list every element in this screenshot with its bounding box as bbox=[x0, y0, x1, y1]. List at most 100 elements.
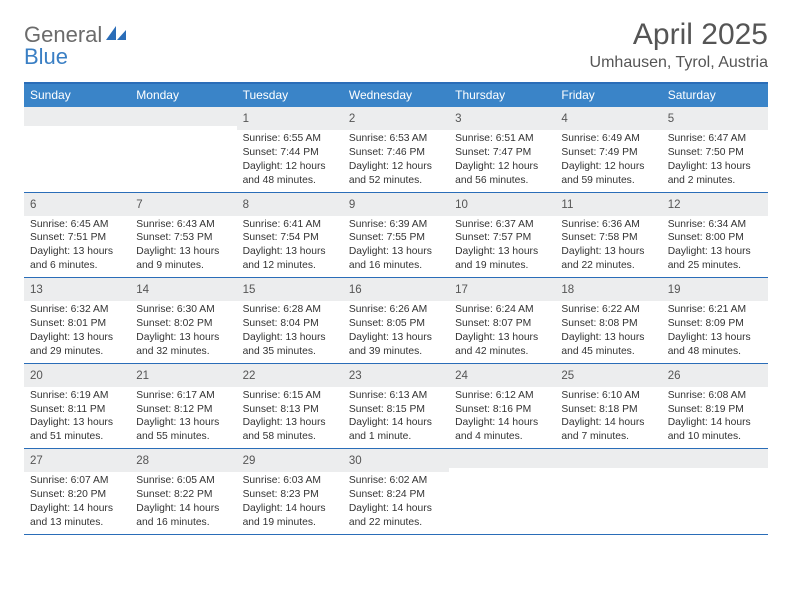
day-number: 13 bbox=[30, 284, 43, 296]
sunrise-text: Sunrise: 6:17 AM bbox=[136, 389, 230, 403]
sunset-text: Sunset: 7:50 PM bbox=[668, 146, 762, 160]
day-body: Sunrise: 6:08 AMSunset: 8:19 PMDaylight:… bbox=[662, 387, 768, 445]
day-body: Sunrise: 6:10 AMSunset: 8:18 PMDaylight:… bbox=[555, 387, 661, 445]
daynum-row: 16 bbox=[343, 278, 449, 301]
day-cell: 19 Sunrise: 6:21 AMSunset: 8:09 PMDayligh… bbox=[662, 278, 768, 363]
daylight-text: Daylight: 13 hours and 51 minutes. bbox=[30, 416, 124, 444]
daynum-row: 5 bbox=[662, 107, 768, 130]
day-cell bbox=[24, 107, 130, 192]
sunset-text: Sunset: 8:12 PM bbox=[136, 403, 230, 417]
sunset-text: Sunset: 7:49 PM bbox=[561, 146, 655, 160]
sunset-text: Sunset: 8:19 PM bbox=[668, 403, 762, 417]
daynum-row: 4 bbox=[555, 107, 661, 130]
day-cell bbox=[662, 449, 768, 534]
daylight-text: Daylight: 13 hours and 45 minutes. bbox=[561, 331, 655, 359]
day-number: 4 bbox=[561, 113, 567, 125]
dow-tuesday: Tuesday bbox=[237, 84, 343, 107]
day-body: Sunrise: 6:24 AMSunset: 8:07 PMDaylight:… bbox=[449, 301, 555, 359]
daynum-row: 22 bbox=[237, 364, 343, 387]
sunrise-text: Sunrise: 6:30 AM bbox=[136, 303, 230, 317]
day-cell: 16Sunrise: 6:26 AMSunset: 8:05 PMDayligh… bbox=[343, 278, 449, 363]
day-cell: 17 Sunrise: 6:24 AMSunset: 8:07 PMDayligh… bbox=[449, 278, 555, 363]
day-body: Sunrise: 6:37 AMSunset: 7:57 PMDaylight:… bbox=[449, 216, 555, 274]
day-number: 21 bbox=[136, 370, 149, 382]
sunset-text: Sunset: 8:08 PM bbox=[561, 317, 655, 331]
sunrise-text: Sunrise: 6:36 AM bbox=[561, 218, 655, 232]
daynum-row: 13 bbox=[24, 278, 130, 301]
sunset-text: Sunset: 7:55 PM bbox=[349, 231, 443, 245]
day-number: 16 bbox=[349, 284, 362, 296]
daylight-text: Daylight: 13 hours and 39 minutes. bbox=[349, 331, 443, 359]
sunset-text: Sunset: 8:02 PM bbox=[136, 317, 230, 331]
day-number: 18 bbox=[561, 284, 574, 296]
sunrise-text: Sunrise: 6:49 AM bbox=[561, 132, 655, 146]
sunrise-text: Sunrise: 6:24 AM bbox=[455, 303, 549, 317]
day-body: Sunrise: 6:21 AMSunset: 8:09 PMDaylight:… bbox=[662, 301, 768, 359]
daylight-text: Daylight: 14 hours and 16 minutes. bbox=[136, 502, 230, 530]
day-cell: 20Sunrise: 6:19 AMSunset: 8:11 PMDayligh… bbox=[24, 364, 130, 449]
day-body: Sunrise: 6:32 AMSunset: 8:01 PMDaylight:… bbox=[24, 301, 130, 359]
day-body: Sunrise: 6:30 AMSunset: 8:02 PMDaylight:… bbox=[130, 301, 236, 359]
day-body: Sunrise: 6:17 AMSunset: 8:12 PMDaylight:… bbox=[130, 387, 236, 445]
day-number: 10 bbox=[455, 199, 468, 211]
dow-friday: Friday bbox=[555, 84, 661, 107]
sunset-text: Sunset: 8:22 PM bbox=[136, 488, 230, 502]
day-body bbox=[662, 468, 768, 524]
sunset-text: Sunset: 8:00 PM bbox=[668, 231, 762, 245]
daynum-row: 30 bbox=[343, 449, 449, 472]
day-cell bbox=[449, 449, 555, 534]
week-row: 27Sunrise: 6:07 AMSunset: 8:20 PMDayligh… bbox=[24, 449, 768, 535]
day-body: Sunrise: 6:12 AMSunset: 8:16 PMDaylight:… bbox=[449, 387, 555, 445]
daylight-text: Daylight: 12 hours and 48 minutes. bbox=[243, 160, 337, 188]
sunset-text: Sunset: 7:44 PM bbox=[243, 146, 337, 160]
day-body: Sunrise: 6:36 AMSunset: 7:58 PMDaylight:… bbox=[555, 216, 661, 274]
day-number: 24 bbox=[455, 370, 468, 382]
sunset-text: Sunset: 7:57 PM bbox=[455, 231, 549, 245]
sunrise-text: Sunrise: 6:45 AM bbox=[30, 218, 124, 232]
day-cell: 14Sunrise: 6:30 AMSunset: 8:02 PMDayligh… bbox=[130, 278, 236, 363]
daynum-row: 27 bbox=[24, 449, 130, 472]
day-cell: 13 Sunrise: 6:32 AMSunset: 8:01 PMDayligh… bbox=[24, 278, 130, 363]
sunset-text: Sunset: 8:13 PM bbox=[243, 403, 337, 417]
week-row: 1Sunrise: 6:55 AMSunset: 7:44 PMDaylight… bbox=[24, 107, 768, 193]
day-cell: 12Sunrise: 6:34 AMSunset: 8:00 PMDayligh… bbox=[662, 193, 768, 278]
day-number: 17 bbox=[455, 284, 468, 296]
day-number: 5 bbox=[668, 113, 674, 125]
daylight-text: Daylight: 13 hours and 32 minutes. bbox=[136, 331, 230, 359]
day-number: 30 bbox=[349, 455, 362, 467]
daynum-row: 24 bbox=[449, 364, 555, 387]
day-cell: 25Sunrise: 6:10 AMSunset: 8:18 PMDayligh… bbox=[555, 364, 661, 449]
day-body: Sunrise: 6:28 AMSunset: 8:04 PMDaylight:… bbox=[237, 301, 343, 359]
sunset-text: Sunset: 7:53 PM bbox=[136, 231, 230, 245]
sunrise-text: Sunrise: 6:32 AM bbox=[30, 303, 124, 317]
daylight-text: Daylight: 13 hours and 42 minutes. bbox=[455, 331, 549, 359]
day-cell: 30Sunrise: 6:02 AMSunset: 8:24 PMDayligh… bbox=[343, 449, 449, 534]
daynum-row: 20 bbox=[24, 364, 130, 387]
sunset-text: Sunset: 7:54 PM bbox=[243, 231, 337, 245]
sunset-text: Sunset: 7:46 PM bbox=[349, 146, 443, 160]
daynum-row: 3 bbox=[449, 107, 555, 130]
day-cell: 7Sunrise: 6:43 AMSunset: 7:53 PMDaylight… bbox=[130, 193, 236, 278]
sunset-text: Sunset: 7:47 PM bbox=[455, 146, 549, 160]
day-number: 19 bbox=[668, 284, 681, 296]
daynum-row bbox=[449, 449, 555, 468]
dow-saturday: Saturday bbox=[662, 84, 768, 107]
day-cell: 28Sunrise: 6:05 AMSunset: 8:22 PMDayligh… bbox=[130, 449, 236, 534]
daylight-text: Daylight: 13 hours and 2 minutes. bbox=[668, 160, 762, 188]
day-body: Sunrise: 6:34 AMSunset: 8:00 PMDaylight:… bbox=[662, 216, 768, 274]
day-number: 1 bbox=[243, 113, 249, 125]
daynum-row: 12 bbox=[662, 193, 768, 216]
sunrise-text: Sunrise: 6:08 AM bbox=[668, 389, 762, 403]
day-cell: 26Sunrise: 6:08 AMSunset: 8:19 PMDayligh… bbox=[662, 364, 768, 449]
daylight-text: Daylight: 12 hours and 59 minutes. bbox=[561, 160, 655, 188]
day-cell: 8Sunrise: 6:41 AMSunset: 7:54 PMDaylight… bbox=[237, 193, 343, 278]
daylight-text: Daylight: 14 hours and 10 minutes. bbox=[668, 416, 762, 444]
sunset-text: Sunset: 8:24 PM bbox=[349, 488, 443, 502]
sunset-text: Sunset: 8:23 PM bbox=[243, 488, 337, 502]
sunset-text: Sunset: 7:58 PM bbox=[561, 231, 655, 245]
day-number: 6 bbox=[30, 199, 36, 211]
daynum-row: 1 bbox=[237, 107, 343, 130]
sunrise-text: Sunrise: 6:39 AM bbox=[349, 218, 443, 232]
day-number: 9 bbox=[349, 199, 355, 211]
week-row: 20Sunrise: 6:19 AMSunset: 8:11 PMDayligh… bbox=[24, 364, 768, 450]
